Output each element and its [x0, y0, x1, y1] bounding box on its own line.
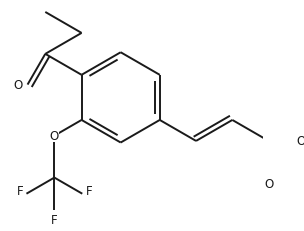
Text: F: F: [51, 213, 58, 226]
Text: O: O: [50, 130, 59, 143]
Text: F: F: [17, 184, 23, 197]
Text: O: O: [264, 177, 273, 190]
Text: F: F: [85, 184, 92, 197]
Text: OH: OH: [296, 135, 304, 148]
Text: O: O: [13, 79, 23, 92]
